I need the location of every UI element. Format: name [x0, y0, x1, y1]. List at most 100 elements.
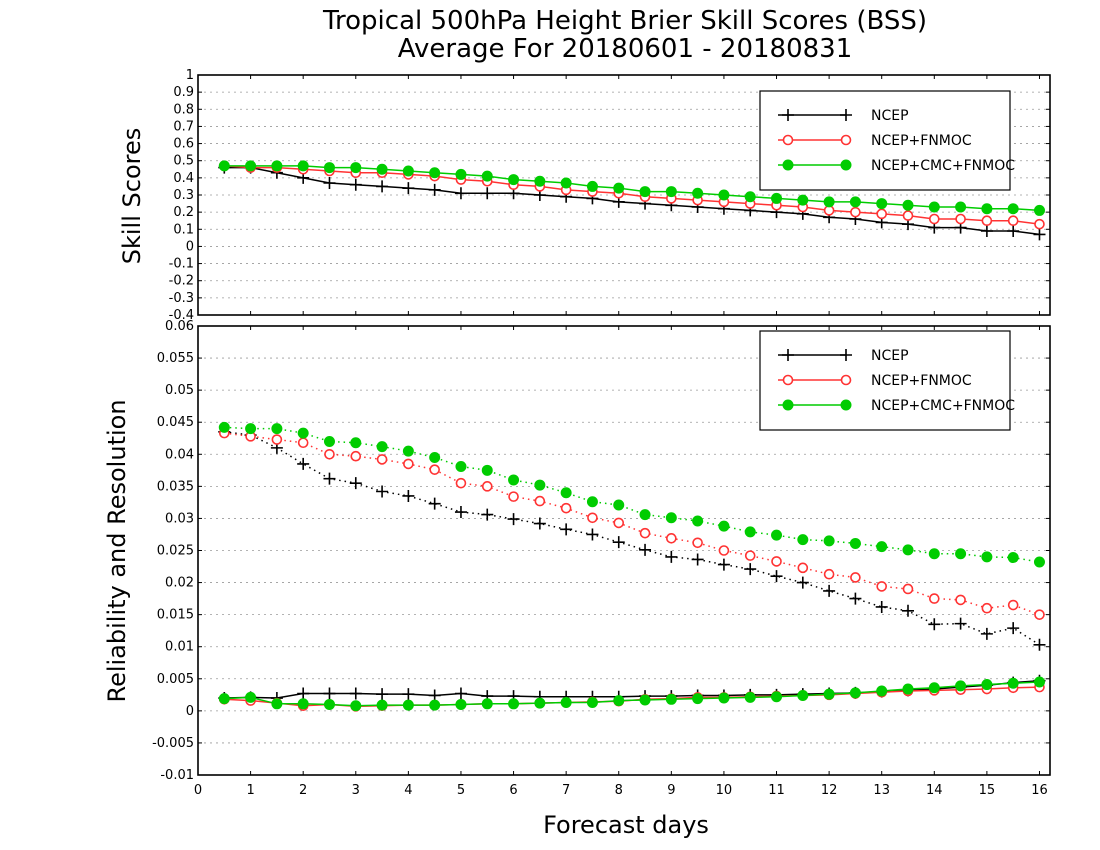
- bottom-x-tick-label: 16: [1031, 783, 1048, 798]
- top-series-ncep-point: [402, 182, 415, 195]
- bottom-series-ncep-fnmoc-resolution-point: [481, 481, 493, 492]
- bottom-series-ncep-cmc-fnmoc-reliability-point: [823, 688, 835, 700]
- bottom-series-ncep-resolution-point: [665, 550, 678, 563]
- bottom-series-ncep-cmc-fnmoc-reliability-point: [955, 680, 967, 692]
- bottom-series-ncep-cmc-fnmoc-reliability-point: [245, 691, 257, 703]
- bottom-series-ncep-resolution-point: [1007, 622, 1020, 635]
- top-series-ncep-cmc-fnmoc-point: [797, 194, 809, 206]
- top-y-tick-label: 0.7: [173, 119, 194, 134]
- bottom-x-tick-label: 14: [926, 783, 943, 798]
- bottom-series-ncep-cmc-fnmoc-resolution-point: [928, 548, 940, 560]
- bottom-y-tick-label: 0.03: [165, 511, 194, 526]
- bottom-series-ncep-resolution-point: [428, 497, 441, 510]
- top-series-ncep-cmc-fnmoc-point: [218, 160, 230, 172]
- bottom-series-ncep-cmc-fnmoc-resolution-point: [692, 515, 704, 527]
- bottom-series-ncep-resolution-point: [717, 558, 730, 571]
- bottom-series-ncep-fnmoc-resolution-point: [744, 550, 756, 561]
- bottom-series-ncep-fnmoc-resolution-point: [797, 562, 809, 574]
- bottom-series-ncep-reliability-point: [376, 688, 389, 701]
- bottom-series-ncep-fnmoc-resolution-point: [455, 477, 467, 489]
- top-y-tick-label: 0.6: [173, 137, 194, 152]
- top-series-ncep-cmc-fnmoc-point: [586, 180, 598, 192]
- bottom-series-ncep-reliability-point: [349, 687, 362, 700]
- bottom-series-ncep-fnmoc-resolution-point: [955, 594, 966, 606]
- bottom-series-ncep-fnmoc-resolution-point: [297, 437, 309, 449]
- bottom-series-ncep-cmc-fnmoc-resolution-point: [560, 487, 572, 499]
- bottom-legend-entry-ncep-marker: [782, 349, 794, 361]
- bottom-series-ncep-fnmoc-resolution-point: [692, 537, 703, 549]
- top-y-axis-title: Skill Scores: [118, 128, 146, 265]
- bottom-x-tick-label: 2: [299, 783, 307, 798]
- top-series-ncep-cmc-fnmoc-point: [402, 165, 414, 177]
- bottom-y-tick-label: 0.055: [157, 351, 194, 366]
- bottom-series-ncep-resolution-point: [533, 517, 546, 530]
- bottom-series-ncep-resolution-point: [849, 592, 862, 605]
- bottom-series-ncep-cmc-fnmoc-resolution-point: [797, 534, 809, 546]
- bottom-series-ncep-cmc-fnmoc-reliability-point: [455, 698, 467, 710]
- bottom-series-ncep-fnmoc-resolution-point: [613, 517, 625, 529]
- bottom-series-ncep-cmc-fnmoc-reliability-point: [297, 698, 309, 710]
- chart-title: Tropical 500hPa Height Brier Skill Score…: [322, 6, 927, 36]
- bottom-series-ncep-fnmoc-resolution-point: [823, 568, 835, 580]
- bottom-series-ncep-fnmoc-resolution: [218, 427, 1045, 620]
- bottom-series-ncep-cmc-fnmoc-resolution-point: [744, 526, 756, 538]
- bottom-series-ncep-resolution-point: [902, 604, 914, 617]
- top-series-ncep-cmc-fnmoc-point: [902, 199, 914, 211]
- top-series-ncep-cmc-fnmoc-point: [876, 198, 888, 210]
- top-series-ncep-cmc-fnmoc-point: [350, 162, 362, 174]
- bottom-series-ncep-reliability-point: [402, 688, 415, 701]
- top-series-ncep-cmc-fnmoc-point: [508, 174, 520, 186]
- bottom-series-ncep-cmc-fnmoc-resolution-line: [224, 426, 1040, 563]
- top-y-tick-label: -0.3: [169, 291, 194, 306]
- bottom-series-ncep-cmc-fnmoc-reliability-point: [508, 698, 520, 710]
- bottom-y-tick-label: 0.015: [157, 608, 194, 623]
- bottom-series-ncep-cmc-fnmoc-reliability-point: [928, 682, 940, 694]
- bottom-series-ncep-fnmoc-resolution-point: [534, 495, 546, 507]
- bottom-series-ncep-resolution-point: [796, 576, 809, 589]
- top-series-ncep-point: [481, 187, 494, 200]
- bottom-series-ncep-cmc-fnmoc-reliability-point: [771, 691, 783, 703]
- top-series-ncep-cmc-fnmoc-point: [297, 160, 309, 172]
- top-y-tick-label: 0.1: [173, 222, 194, 237]
- top-legend-entry-ncep-fnmoc-marker: [840, 134, 852, 146]
- bottom-series-ncep-resolution-point: [507, 513, 520, 526]
- bottom-x-tick-label: 9: [667, 783, 675, 798]
- top-y-tick-label: 0.9: [173, 85, 194, 100]
- top-series-ncep-cmc-fnmoc-point: [665, 186, 677, 198]
- bottom-series-ncep-fnmoc-resolution-point: [771, 556, 782, 567]
- top-series-ncep-cmc-fnmoc-point: [376, 163, 388, 175]
- bottom-plot-frame: [197, 325, 1051, 776]
- bottom-series-ncep-cmc-fnmoc-reliability-point: [429, 699, 441, 711]
- bottom-series-ncep-fnmoc-resolution-point: [324, 448, 335, 460]
- bottom-series-ncep-cmc-fnmoc-reliability-point: [981, 679, 993, 691]
- bottom-series-ncep-fnmoc-resolution-point: [1007, 599, 1019, 611]
- bottom-x-tick-label: 8: [615, 783, 623, 798]
- top-series-ncep-cmc-fnmoc-point: [245, 160, 257, 172]
- bottom-series-ncep-resolution-point: [586, 528, 599, 541]
- bottom-series-ncep-fnmoc-resolution-point: [587, 512, 598, 524]
- bottom-series-ncep-resolution-point: [639, 543, 652, 556]
- top-series-ncep-cmc-fnmoc-point: [613, 182, 625, 194]
- bottom-legend-entry-ncep-fnmoc-marker: [782, 374, 794, 386]
- bottom-series-ncep-cmc-fnmoc-reliability-point: [586, 697, 598, 709]
- top-series-ncep-fnmoc-point: [955, 213, 966, 225]
- bottom-series-ncep-cmc-fnmoc-reliability-point: [218, 693, 230, 705]
- bottom-y-tick-label: -0.005: [152, 736, 194, 751]
- top-series-ncep-point: [1007, 225, 1020, 237]
- bottom-series-ncep-resolution-point: [770, 570, 783, 583]
- bottom-series-ncep-resolution-point: [744, 563, 757, 576]
- top-legend-entry-ncep-cmc-fnmoc-marker: [782, 159, 794, 171]
- bottom-series-ncep-cmc-fnmoc-reliability-point: [718, 692, 730, 704]
- reliability-resolution-panel: -0.01 -0.005 0 0.005 0.01 0.015 0.02 0.025 0.03 0…: [152, 319, 1051, 798]
- top-series-ncep-cmc-fnmoc-point: [771, 192, 783, 204]
- bottom-series-ncep-cmc-fnmoc-resolution-point: [981, 551, 993, 563]
- bottom-series-ncep-resolution-point: [297, 457, 310, 470]
- top-series-ncep-fnmoc-point: [928, 213, 940, 225]
- bottom-series-ncep-cmc-fnmoc-reliability-point: [665, 693, 677, 705]
- bottom-series-ncep-cmc-fnmoc-resolution-point: [823, 535, 835, 547]
- bottom-x-tick-label: 12: [821, 783, 838, 798]
- bottom-series-ncep-resolution-point: [323, 472, 336, 485]
- bottom-series-ncep-cmc-fnmoc-resolution-point: [613, 499, 625, 511]
- top-legend-entry-ncep-fnmoc-marker: [782, 134, 794, 146]
- bottom-legend-entry-ncep-fnmoc-label: NCEP+FNMOC: [871, 373, 972, 389]
